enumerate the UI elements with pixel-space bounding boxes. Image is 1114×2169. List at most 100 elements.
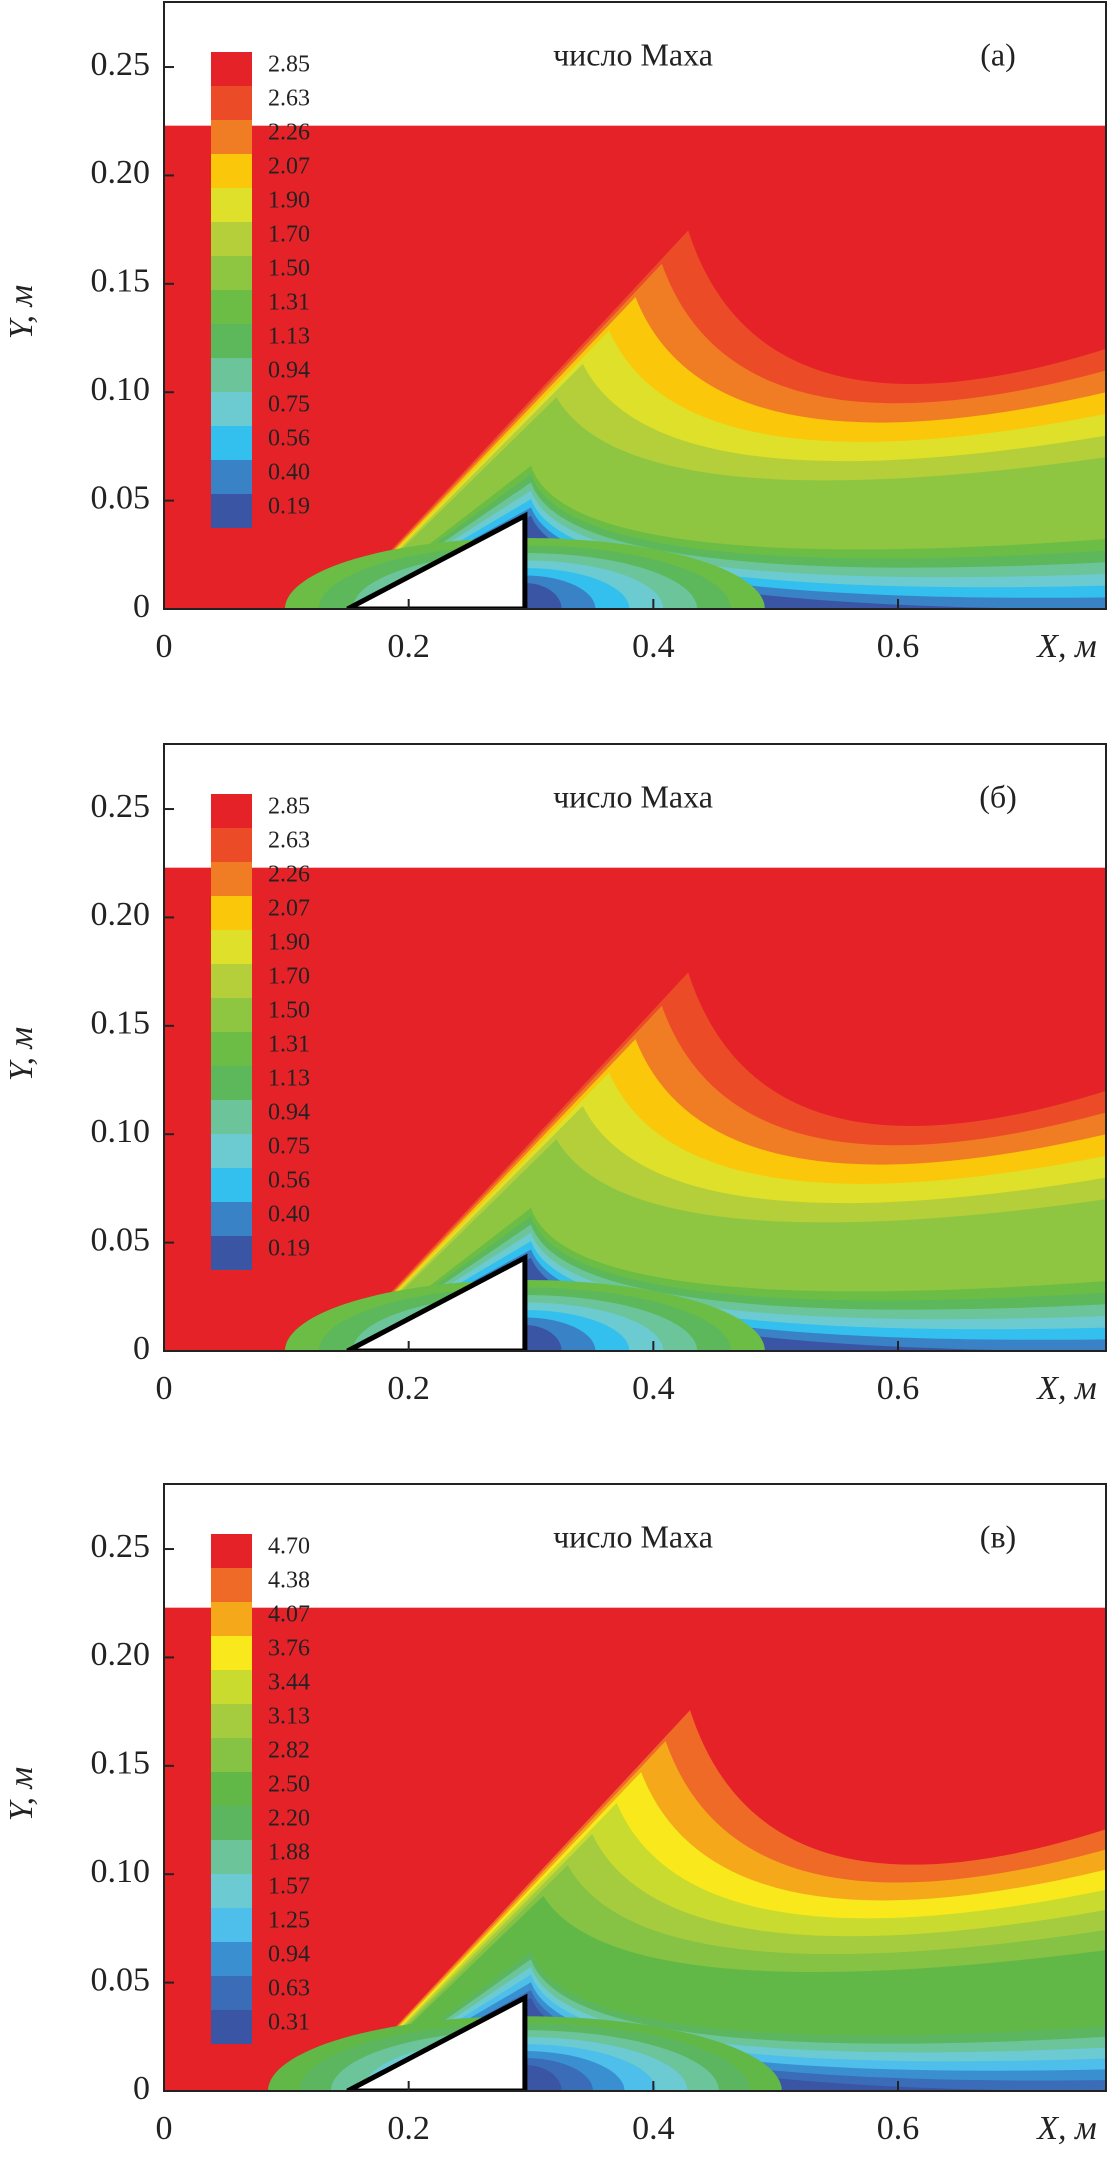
colorbar-label: 1.31 (268, 1032, 310, 1058)
x-tick-label: 0 (156, 2110, 173, 2147)
colorbar-label: 1.70 (268, 964, 310, 990)
colorbar-label: 2.85 (268, 794, 310, 820)
colorbar-label: 1.88 (268, 1840, 310, 1866)
colorbar-label: 0.31 (268, 2010, 310, 2036)
colorbar-label: 0.19 (268, 1236, 310, 1262)
colorbar-swatch (211, 964, 252, 998)
colorbar-label: 2.63 (268, 828, 310, 854)
colorbar-swatch (211, 460, 252, 494)
colorbar-swatch (211, 324, 252, 358)
colorbar-label: 1.25 (268, 1908, 310, 1934)
panel: 2.85 2.63 2.26 2.07 1.90 1.70 1.50 1.31 1.13 0.94… (3, 743, 1107, 1407)
colorbar-label: 2.20 (268, 1806, 310, 1832)
colorbar-swatch (211, 1908, 252, 1942)
colorbar-swatch (211, 2010, 252, 2044)
colorbar-swatch (211, 828, 252, 862)
panel-label: (в) (980, 1518, 1016, 1554)
colorbar-label: 2.82 (268, 1738, 310, 1764)
chart-title: число Маха (553, 36, 713, 72)
y-tick-label: 0.15 (91, 1005, 151, 1042)
wedge (346, 511, 528, 609)
contour-field (164, 125, 1106, 609)
chart-title: число Маха (553, 778, 713, 814)
y-axis-label: Y, м (3, 285, 40, 340)
colorbar-swatch (211, 1168, 252, 1202)
colorbar-label: 0.40 (268, 460, 310, 486)
colorbar-label: 4.07 (268, 1602, 310, 1628)
colorbar-swatch (211, 1704, 252, 1738)
x-tick-label: 0.2 (387, 1370, 430, 1407)
colorbar-label: 2.85 (268, 52, 310, 78)
contour-field (164, 1607, 1106, 2091)
y-axis-label: Y, м (3, 1767, 40, 1822)
colorbar-label: 1.90 (268, 930, 310, 956)
colorbar-swatch (211, 290, 252, 324)
colorbar-label: 4.70 (268, 1534, 310, 1560)
x-tick-label: 0.4 (632, 2110, 675, 2147)
colorbar-swatch (211, 256, 252, 290)
colorbar-swatch (211, 358, 252, 392)
y-tick-label: 0.05 (91, 479, 151, 516)
y-tick-label: 0.15 (91, 1745, 151, 1782)
colorbar-label: 0.56 (268, 426, 310, 452)
colorbar-swatch (211, 1976, 252, 2010)
colorbar-label: 2.07 (268, 154, 310, 180)
y-axis-label: Y, м (3, 1027, 40, 1082)
x-axis-label: X, м (1035, 628, 1096, 665)
colorbar-swatch (211, 794, 252, 828)
colorbar-swatch (211, 1236, 252, 1270)
colorbar-swatch (211, 222, 252, 256)
colorbar-label: 1.13 (268, 1066, 310, 1092)
colorbar-swatch (211, 1568, 252, 1602)
y-tick-label: 0 (133, 588, 150, 625)
x-tick-label: 0.6 (877, 2110, 920, 2147)
colorbar-label: 4.38 (268, 1568, 310, 1594)
colorbar-swatch (211, 1738, 252, 1772)
colorbar-swatch (211, 862, 252, 896)
x-axis-label: X, м (1035, 1370, 1096, 1407)
colorbar-swatch (211, 1840, 252, 1874)
chart-title: число Маха (553, 1518, 713, 1554)
colorbar-swatch (211, 494, 252, 528)
colorbar-swatch (211, 1942, 252, 1976)
y-tick-label: 0 (133, 2070, 150, 2107)
x-tick-label: 0.2 (387, 628, 430, 665)
colorbar-swatch (211, 392, 252, 426)
y-tick-label: 0.05 (91, 1221, 151, 1258)
colorbar-label: 1.13 (268, 324, 310, 350)
colorbar-label: 2.26 (268, 862, 310, 888)
colorbar-label: 1.31 (268, 290, 310, 316)
colorbar-swatch (211, 188, 252, 222)
colorbar-label: 0.40 (268, 1202, 310, 1228)
panel: 2.85 2.63 2.26 2.07 1.90 1.70 1.50 1.31 1.13 0.94… (3, 1, 1107, 665)
y-tick-label: 0 (133, 1330, 150, 1367)
x-tick-label: 0.2 (387, 2110, 430, 2147)
y-tick-label: 0.10 (91, 371, 151, 408)
colorbar-label: 1.50 (268, 998, 310, 1024)
colorbar-label: 0.56 (268, 1168, 310, 1194)
colorbar-label: 0.75 (268, 1134, 310, 1160)
x-axis-label: X, м (1035, 2110, 1096, 2147)
x-tick-label: 0 (156, 628, 173, 665)
y-tick-label: 0.10 (91, 1113, 151, 1150)
colorbar-label: 1.70 (268, 222, 310, 248)
colorbar-label: 1.90 (268, 188, 310, 214)
y-tick-label: 0.25 (91, 788, 151, 825)
plot-frame (163, 743, 1107, 1352)
y-tick-label: 0.10 (91, 1853, 151, 1890)
colorbar-label: 0.19 (268, 494, 310, 520)
colorbar-swatch (211, 1534, 252, 1568)
colorbar-swatch (211, 1806, 252, 1840)
y-tick-label: 0.20 (91, 1636, 151, 1673)
panel-label: (б) (979, 778, 1017, 814)
x-tick-label: 0 (156, 1370, 173, 1407)
y-tick-label: 0.20 (91, 896, 151, 933)
contour-field (164, 867, 1106, 1351)
x-tick-label: 0.4 (632, 628, 675, 665)
y-tick-label: 0.20 (91, 154, 151, 191)
colorbar-label: 3.44 (268, 1670, 310, 1696)
colorbar-swatch (211, 930, 252, 964)
colorbar-swatch (211, 1066, 252, 1100)
wedge (346, 1253, 528, 1351)
